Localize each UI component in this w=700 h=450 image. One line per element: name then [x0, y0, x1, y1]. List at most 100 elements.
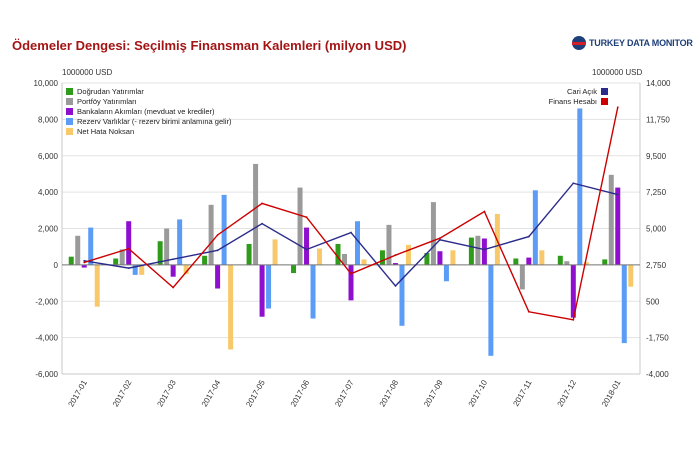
- bar: [532, 190, 538, 265]
- bar: [355, 221, 360, 265]
- bar: [75, 235, 81, 265]
- bar: [405, 244, 411, 265]
- legend-swatch: [66, 127, 73, 135]
- left-axis-unit: 1000000 USD: [62, 68, 113, 77]
- right-tick-label: 11,750: [646, 115, 670, 124]
- bar: [519, 264, 525, 290]
- bar: [81, 264, 87, 268]
- bar: [88, 227, 94, 265]
- bar: [608, 174, 614, 265]
- bar: [259, 264, 265, 317]
- bar: [297, 187, 303, 265]
- bar: [468, 237, 474, 265]
- bar: [126, 221, 132, 265]
- bar: [94, 264, 100, 307]
- x-tick-label: 2017-12: [556, 378, 579, 408]
- line-point: [527, 310, 530, 313]
- line-point: [350, 272, 352, 275]
- line-point: [394, 284, 397, 287]
- left-tick-label: -4,000: [35, 334, 58, 343]
- bar: [208, 204, 214, 265]
- bar: [348, 264, 354, 301]
- bar: [361, 259, 367, 265]
- right-tick-label: 2,750: [646, 261, 667, 270]
- bar: [386, 224, 392, 265]
- legend-label: Finans Hesabı: [548, 96, 597, 106]
- line-point: [172, 258, 175, 261]
- bar: [577, 108, 583, 265]
- legend-label: Doğrudan Yatırımlar: [77, 86, 144, 96]
- legend-item: Doğrudan Yatırımlar: [66, 86, 231, 96]
- bar: [399, 264, 405, 326]
- legend-label: Net Hata Noksan: [77, 126, 135, 136]
- line-point: [572, 182, 575, 185]
- line-point: [127, 247, 130, 250]
- legend-item: Finans Hesabı: [549, 96, 608, 106]
- bar: [215, 264, 221, 289]
- line-point: [439, 237, 441, 240]
- right-tick-label: 5,000: [646, 225, 667, 234]
- legend-label: Rezerv Varlıklar (- rezerv birimi anlamı…: [77, 116, 232, 126]
- x-tick-label: 2017-11: [511, 378, 533, 408]
- right-tick-label: 14,000: [646, 79, 671, 88]
- bar: [310, 264, 316, 319]
- x-tick-label: 2017-08: [378, 378, 401, 408]
- bar: [68, 256, 74, 265]
- left-tick-label: 0: [54, 261, 59, 270]
- line-point: [394, 254, 397, 257]
- bar: [392, 263, 398, 265]
- legend-swatch: [66, 117, 73, 125]
- legend-label: Cari Açık: [566, 86, 597, 96]
- left-tick-label: -6,000: [35, 370, 58, 379]
- x-tick-label: 2017-04: [200, 378, 223, 408]
- line-point: [83, 261, 86, 264]
- brand-name: TURKEY DATA MONITOR: [589, 38, 693, 48]
- bar: [450, 250, 456, 265]
- bar: [291, 264, 297, 274]
- right-axis-unit: 1000000 USD: [592, 68, 643, 77]
- bar: [379, 250, 385, 265]
- bar: [481, 238, 487, 265]
- bar: [513, 258, 519, 265]
- line-point: [305, 216, 308, 219]
- x-tick-label: 2018-01: [600, 378, 623, 408]
- bar: [119, 249, 125, 265]
- bar: [266, 264, 272, 309]
- line-point: [350, 231, 352, 234]
- bar: [317, 248, 323, 265]
- bar: [583, 262, 589, 265]
- bar: [246, 243, 252, 265]
- x-tick-label: 2017-07: [333, 378, 356, 408]
- bar: [335, 243, 341, 265]
- left-tick-label: 10,000: [34, 79, 59, 88]
- line-point: [83, 259, 86, 262]
- left-tick-label: 2,000: [38, 225, 59, 234]
- left-tick-label: 6,000: [38, 152, 59, 161]
- line-legend: Cari Açık Finans Hesabı: [549, 86, 608, 106]
- bar: [272, 239, 278, 265]
- bar: [430, 202, 436, 265]
- bar: [557, 255, 563, 265]
- bar: [164, 228, 170, 265]
- right-tick-label: 7,250: [646, 188, 667, 197]
- x-tick-label: 2017-05: [244, 378, 267, 408]
- bar: [564, 261, 570, 265]
- legend-item: Net Hata Noksan: [66, 126, 231, 136]
- bar: [443, 264, 449, 282]
- bar: [342, 253, 347, 265]
- legend-swatch: [601, 87, 608, 95]
- bar: [539, 250, 545, 265]
- line-point: [439, 238, 441, 241]
- legend-item: Cari Açık: [549, 86, 608, 96]
- bar: [526, 257, 532, 265]
- line-point: [483, 248, 486, 251]
- chart-title: Ödemeler Dengesi: Seçilmiş Finansman Kal…: [12, 38, 407, 53]
- bar: [157, 241, 163, 265]
- legend-item: Bankaların Akımları (mevduat ve krediler…: [66, 106, 231, 116]
- line-point: [527, 235, 530, 238]
- line-point: [216, 249, 219, 252]
- bar-legend: Doğrudan Yatırımlar Portföy Yatırımları Ba…: [66, 86, 231, 136]
- legend-swatch: [66, 97, 73, 105]
- right-tick-label: 9,500: [646, 152, 667, 161]
- bar: [132, 264, 138, 275]
